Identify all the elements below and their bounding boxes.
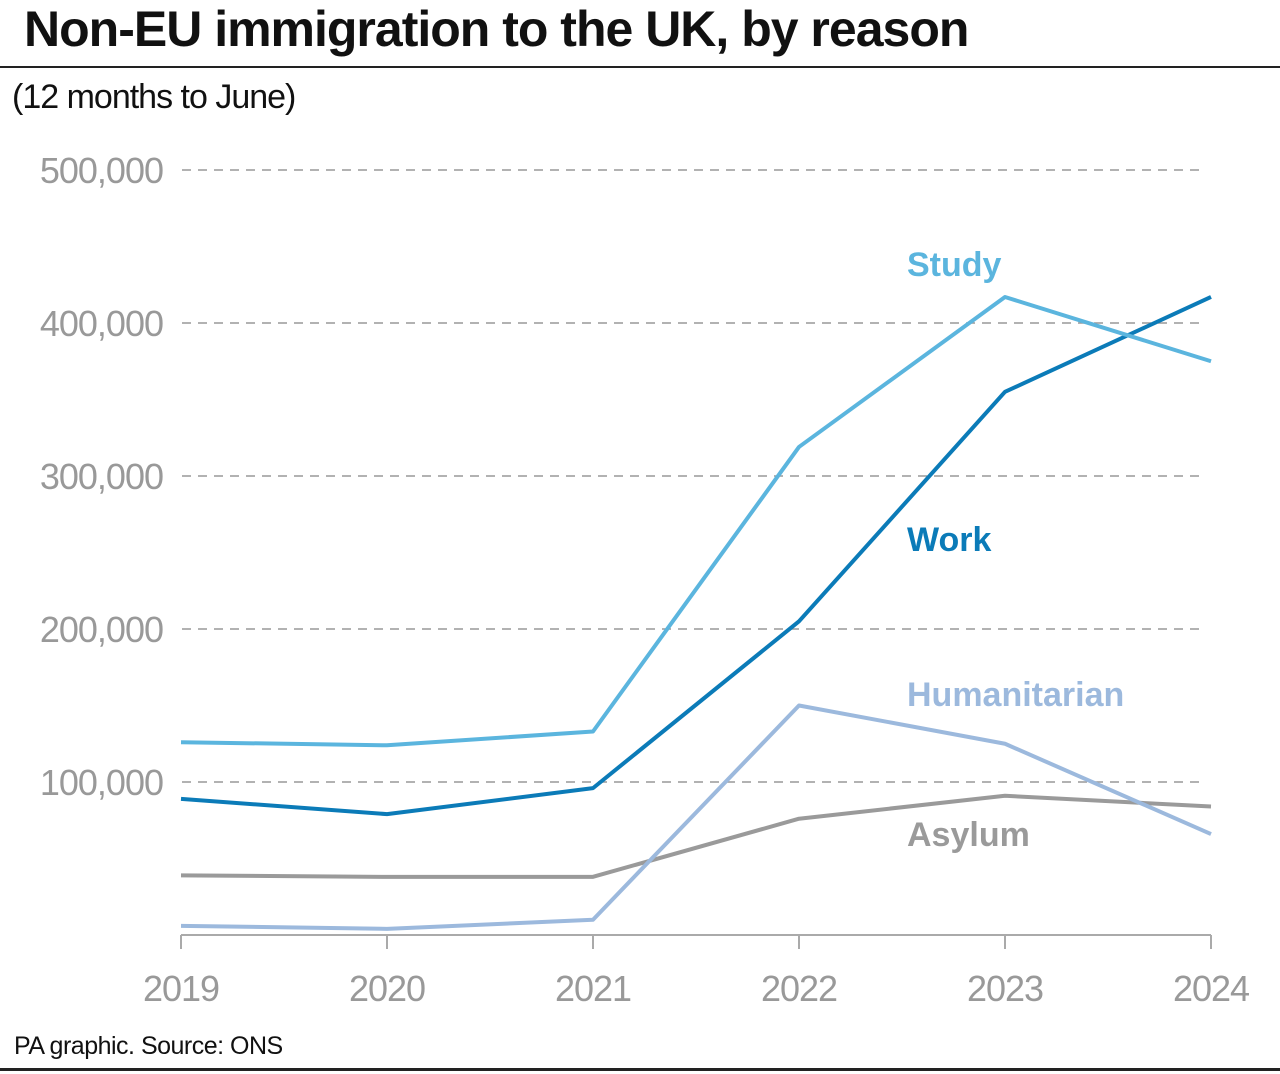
x-tick-label: 2023 xyxy=(967,968,1043,1009)
title-divider xyxy=(0,66,1280,68)
x-tick-label: 2020 xyxy=(349,968,425,1009)
y-tick-label: 500,000 xyxy=(40,150,163,191)
x-tick-label: 2022 xyxy=(761,968,837,1009)
x-tick-label: 2024 xyxy=(1173,968,1249,1009)
y-tick-label: 300,000 xyxy=(40,456,163,497)
series-label-asylum: Asylum xyxy=(907,816,1030,854)
y-tick-label: 200,000 xyxy=(40,609,163,650)
series-line-asylum xyxy=(180,793,1212,879)
chart-subtitle: (12 months to June) xyxy=(12,78,296,116)
series-line-humanitarian xyxy=(180,703,1212,931)
y-tick-label: 400,000 xyxy=(40,303,163,344)
y-tick-label: 100,000 xyxy=(40,762,163,803)
bottom-divider xyxy=(0,1068,1280,1071)
chart-title: Non-EU immigration to the UK, by reason xyxy=(24,1,969,57)
series-label-work: Work xyxy=(907,521,991,559)
series-line-work xyxy=(180,295,1212,817)
series-label-study: Study xyxy=(907,246,1002,284)
x-tick-label: 2021 xyxy=(555,968,631,1009)
series-line-study xyxy=(180,294,1212,748)
source-note: PA graphic. Source: ONS xyxy=(14,1032,283,1060)
x-tick-label: 2019 xyxy=(143,968,219,1009)
series-label-humanitarian: Humanitarian xyxy=(907,676,1124,714)
